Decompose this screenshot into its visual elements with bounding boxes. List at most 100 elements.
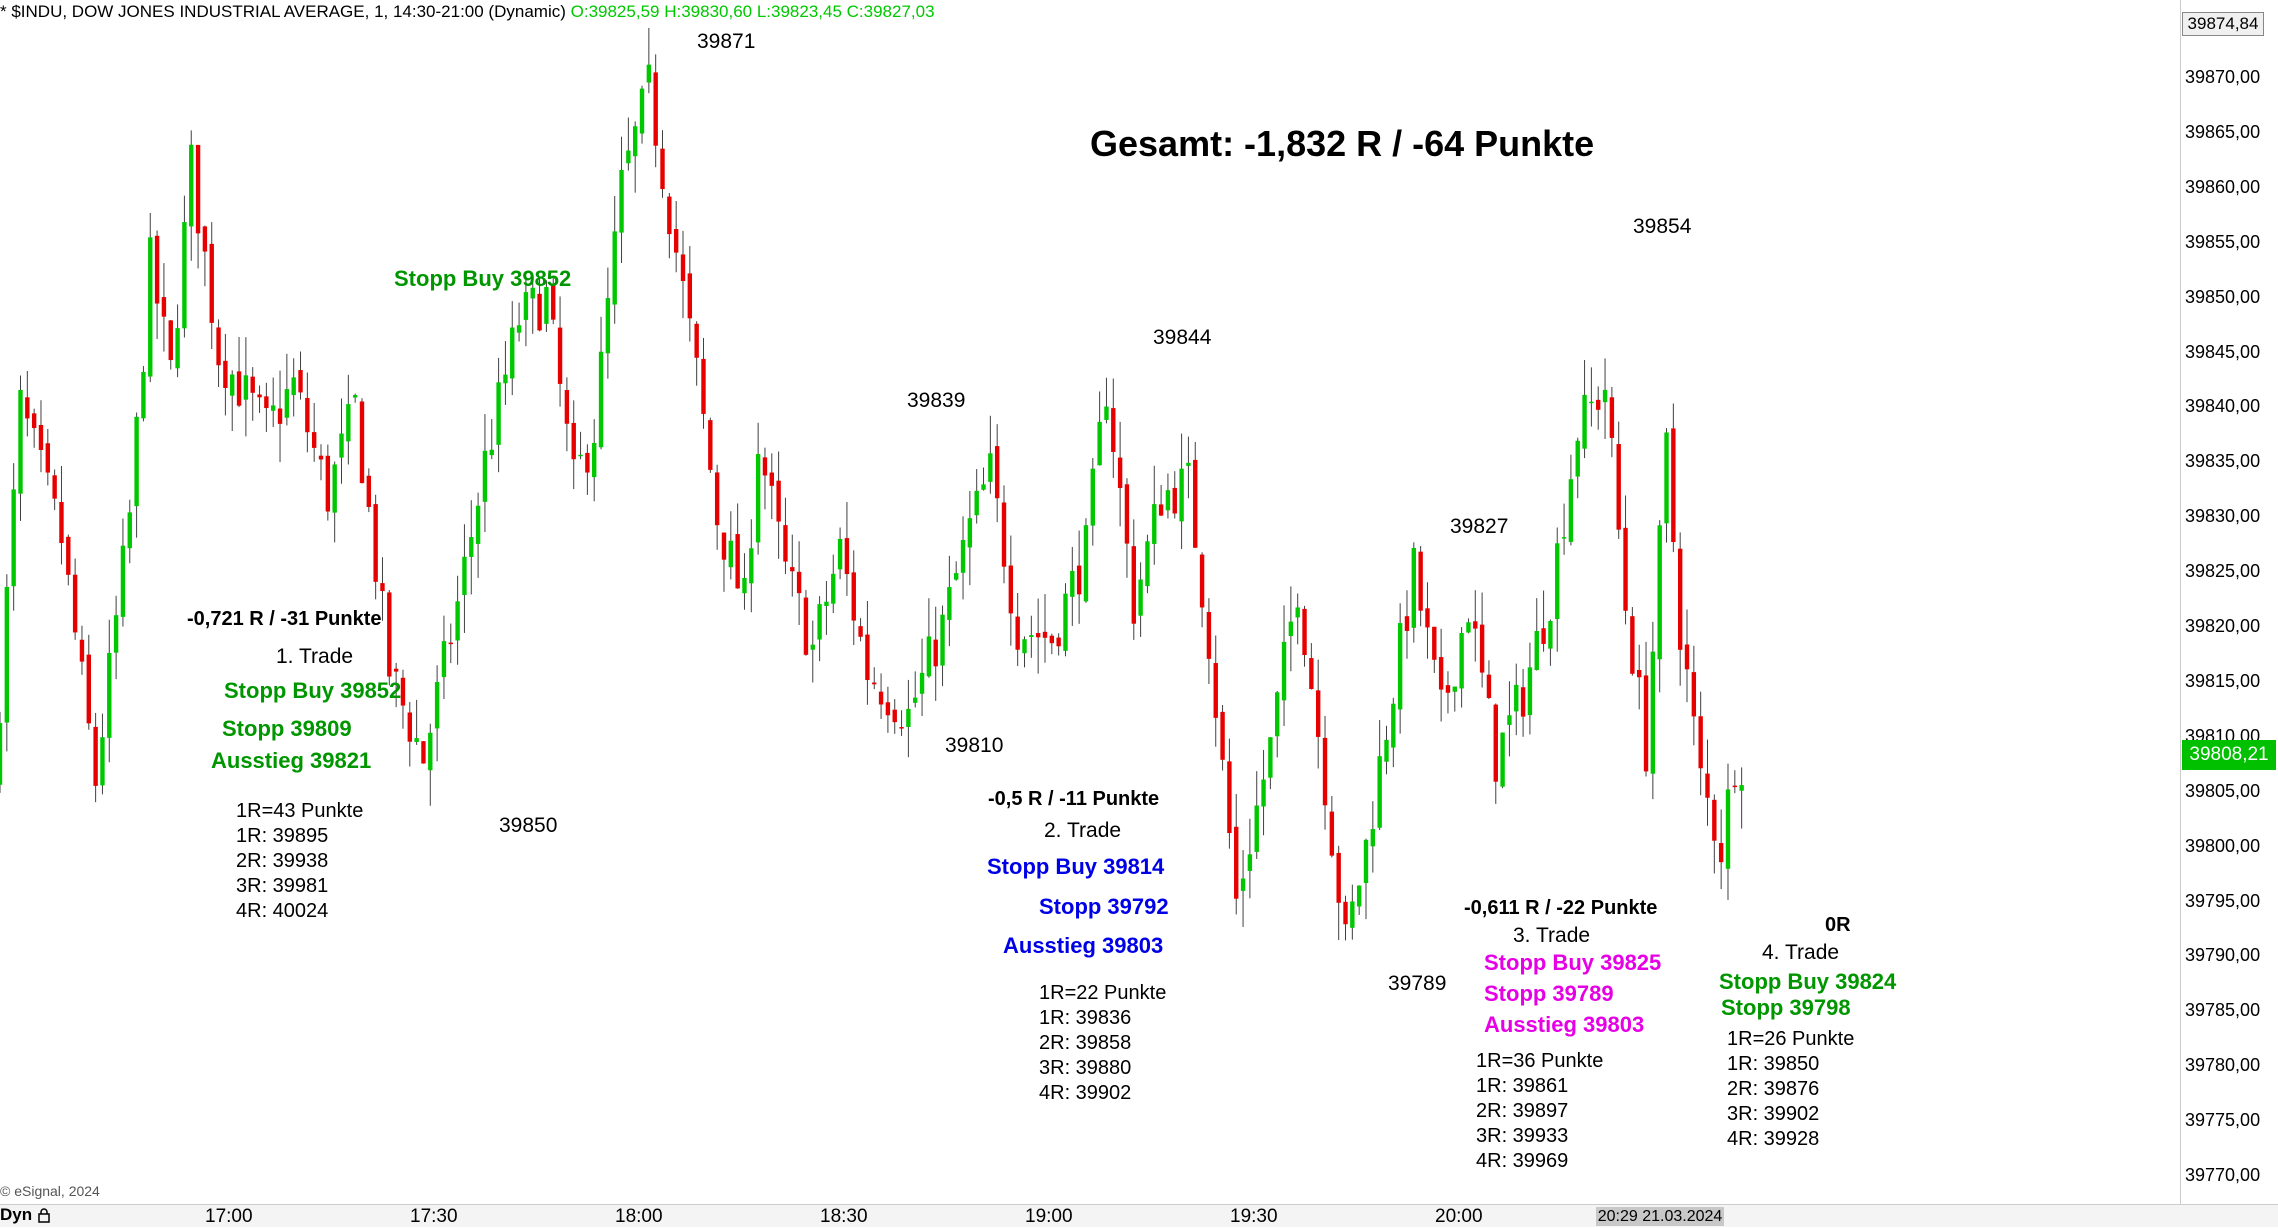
trade3-result: -0,611 R / -22 Punkte — [1464, 897, 1658, 919]
candle-down — [796, 571, 802, 594]
candle-up — [1548, 620, 1553, 649]
candle-up — [1664, 432, 1669, 524]
candle-up — [243, 375, 249, 400]
time-tick-label: 20:00 — [1435, 1206, 1483, 1227]
price-tick-label: 39820,00 — [2185, 616, 2261, 636]
target-line: 3R: 39902 — [1727, 1103, 1820, 1125]
candle-down — [1322, 737, 1328, 806]
candle-down — [93, 726, 98, 786]
target-line: 1R: 39836 — [1039, 1007, 1132, 1029]
lock-icon[interactable] — [36, 1207, 52, 1223]
candle-up — [113, 615, 119, 653]
candle-up — [1104, 406, 1109, 420]
target-line: 1R: 39895 — [236, 825, 329, 847]
candle-down — [701, 358, 706, 414]
candle-down — [1117, 457, 1123, 488]
candle-up — [947, 587, 952, 620]
target-line: 2R: 39938 — [236, 850, 329, 872]
candle-down — [154, 235, 160, 304]
crosshair-date-box: 20:29 21.03.2024 — [1596, 1207, 1724, 1226]
price-axis[interactable] — [2180, 0, 2278, 1204]
candle-down — [1677, 548, 1683, 650]
candle-down — [1056, 637, 1061, 647]
candle-up — [352, 395, 358, 398]
price-tick-label: 39780,00 — [2185, 1055, 2261, 1076]
target-line: 1R=43 Punkte — [236, 800, 364, 822]
candle-down — [537, 293, 542, 331]
candle-down — [844, 538, 850, 575]
candle-up — [346, 404, 351, 442]
swing-low-label: 39810 — [945, 734, 1004, 757]
target-line: 2R: 39897 — [1476, 1100, 1569, 1122]
candle-down — [1315, 690, 1321, 737]
candle-down — [776, 480, 781, 522]
candlestick-series — [0, 27, 1744, 941]
candle-up — [1083, 525, 1089, 602]
candle-down — [1172, 487, 1177, 514]
candle-up — [11, 489, 16, 587]
candle-up — [605, 298, 611, 354]
candle-down — [168, 320, 173, 361]
candle-up — [960, 539, 966, 573]
candle-up — [926, 636, 932, 677]
candle-down — [380, 583, 385, 592]
candle-down — [1486, 674, 1492, 698]
candle-up — [598, 351, 604, 448]
candle-up — [626, 150, 631, 164]
candle-down — [264, 396, 269, 409]
candle-down — [387, 592, 392, 677]
swing-high-label: 39854 — [1633, 215, 1692, 238]
candle-up — [107, 652, 112, 738]
time-axis[interactable] — [0, 1204, 2278, 1227]
candle-up — [175, 328, 180, 369]
candle-up — [1295, 607, 1300, 618]
candle-up — [1165, 490, 1171, 511]
trade4-targets: 1R=26 Punkte 1R: 39850 2R: 39876 3R: 399… — [1727, 1027, 1854, 1152]
candle-up — [1356, 885, 1362, 907]
price-tick-label: 39870,00 — [2185, 67, 2261, 87]
candle-up — [148, 237, 153, 377]
candle-up — [1575, 440, 1580, 477]
candle-down — [660, 148, 665, 190]
trade1-result: -0,721 R / -31 Punkte — [187, 608, 382, 630]
time-tick-label: 19:00 — [1025, 1206, 1073, 1227]
candle-up — [906, 708, 911, 727]
candle-down — [708, 420, 713, 470]
candle-up — [1179, 468, 1184, 522]
candle-up — [1452, 686, 1457, 692]
candle-up — [1507, 715, 1512, 725]
price-tick-label: 39865,00 — [2185, 121, 2261, 142]
candle-up — [489, 449, 494, 456]
candle-up — [1527, 667, 1533, 716]
candle-down — [1637, 669, 1642, 678]
candle-up — [1650, 651, 1656, 774]
candle-up — [981, 484, 986, 490]
candle-down — [994, 446, 1000, 499]
candle-up — [1063, 593, 1068, 651]
candle-up — [1568, 479, 1574, 542]
candle-up — [1240, 878, 1246, 891]
target-line: 4R: 39928 — [1727, 1128, 1820, 1150]
price-tick-label: 39790,00 — [2185, 945, 2261, 966]
target-line: 1R=22 Punkte — [1039, 982, 1167, 1004]
candle-down — [1473, 621, 1478, 629]
candle-up — [1261, 779, 1266, 807]
candle-down — [236, 371, 242, 406]
candle-down — [1302, 608, 1307, 656]
candle-up — [428, 732, 433, 771]
candle-up — [755, 454, 761, 543]
trade2-entry: Stopp Buy 39814 — [987, 854, 1165, 879]
candle-down — [1049, 635, 1055, 644]
candle-up — [967, 518, 973, 548]
candle-up — [434, 682, 440, 729]
target-line: 2R: 39858 — [1039, 1032, 1132, 1054]
target-line: 2R: 39876 — [1727, 1078, 1820, 1100]
candle-down — [79, 639, 85, 662]
candle-up — [592, 442, 597, 478]
dyn-mode-label[interactable]: Dyn — [0, 1205, 33, 1224]
candle-down — [1343, 901, 1348, 925]
candle-down — [1227, 761, 1232, 834]
candle-up — [120, 545, 126, 617]
candle-down — [721, 532, 727, 560]
